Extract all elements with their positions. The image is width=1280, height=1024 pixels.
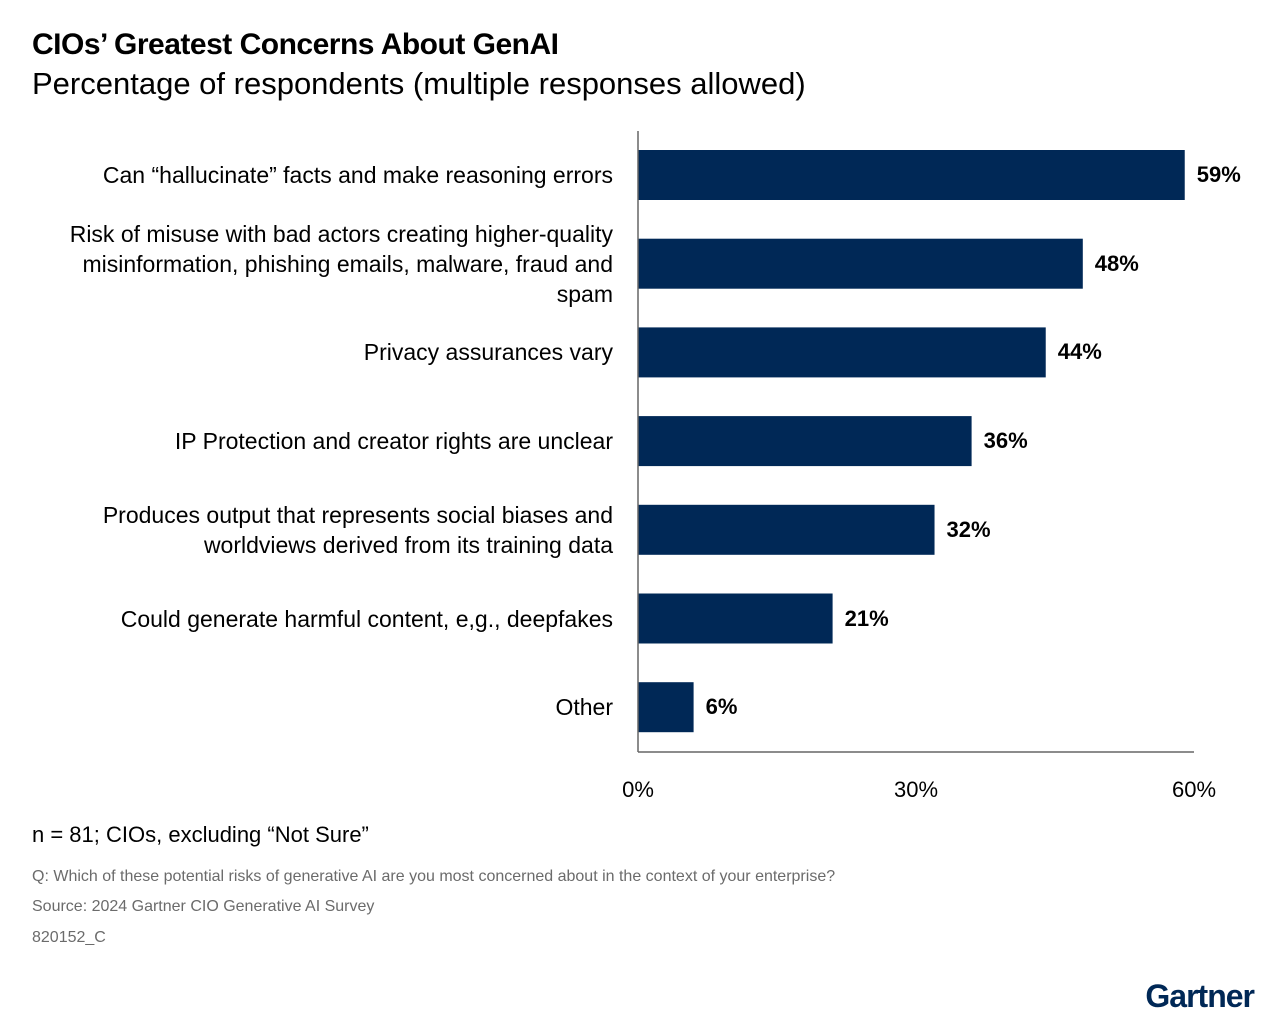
- chart-subtitle: Percentage of respondents (multiple resp…: [32, 66, 806, 101]
- source: Source: 2024 Gartner CIO Generative AI S…: [32, 898, 375, 915]
- figure-id: 820152_C: [32, 929, 106, 946]
- value-label: 59%: [1196, 162, 1241, 187]
- bar: [638, 150, 1185, 200]
- bar: [638, 593, 833, 644]
- question: Q: Which of these potential risks of gen…: [32, 868, 836, 885]
- bar: [638, 682, 694, 733]
- y-tick-label: Other: [555, 694, 613, 721]
- value-label: 6%: [705, 694, 738, 720]
- y-tick-label: Privacy assurances vary: [363, 339, 613, 366]
- value-label: 44%: [1057, 339, 1102, 365]
- y-tick-label: Produces output that represents social b…: [102, 501, 613, 558]
- brand-logo: Gartner: [1145, 978, 1255, 1014]
- value-label: 21%: [844, 605, 889, 631]
- bar: [638, 327, 1046, 378]
- x-tick-label: 30%: [893, 777, 939, 802]
- value-label: 32%: [946, 516, 991, 542]
- y-tick-label: Could generate harmful content, e,g., de…: [120, 605, 613, 632]
- x-tick-label: 60%: [1171, 777, 1217, 802]
- bar: [638, 504, 935, 555]
- y-tick-label: IP Protection and creator rights are unc…: [174, 428, 613, 455]
- chart-title: CIOs’ Greatest Concerns About GenAI: [32, 28, 559, 61]
- value-label: 48%: [1094, 250, 1139, 276]
- value-label: 36%: [983, 428, 1028, 454]
- y-tick-label: Risk of misuse with bad actors creating …: [69, 220, 613, 307]
- x-tick-label: 0%: [622, 777, 654, 802]
- bar: [638, 416, 972, 467]
- y-tick-label: Can “hallucinate” facts and make reasoni…: [102, 162, 613, 188]
- note: n = 81; CIOs, excluding “Not Sure”: [32, 822, 369, 847]
- bar: [638, 238, 1083, 289]
